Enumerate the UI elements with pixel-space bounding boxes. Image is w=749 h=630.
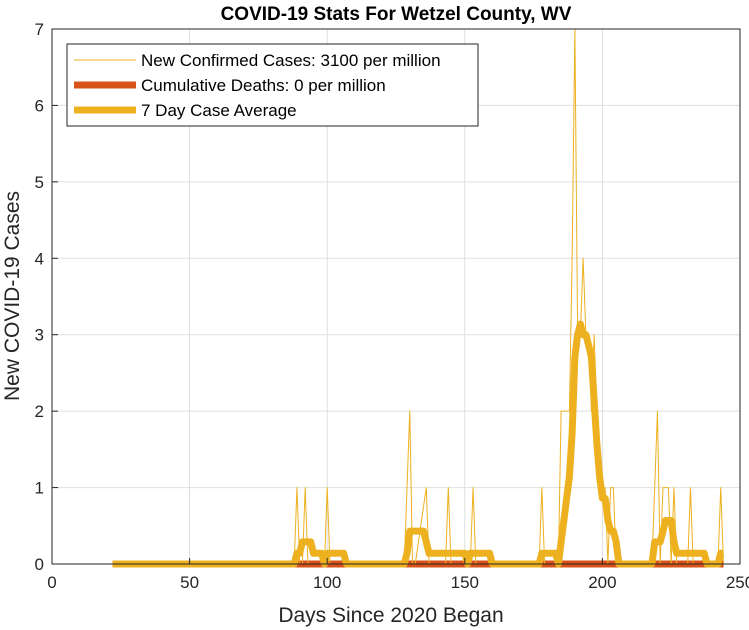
y-tick-label: 1 bbox=[35, 479, 44, 498]
axes-box bbox=[51, 28, 741, 565]
series-line-new-cases bbox=[112, 28, 724, 565]
y-tick-label: 5 bbox=[35, 173, 44, 192]
y-tick-label: 7 bbox=[35, 20, 44, 39]
legend-label-7day-average: 7 Day Case Average bbox=[141, 101, 297, 120]
y-tick-label: 4 bbox=[35, 249, 44, 268]
y-tick-label: 3 bbox=[35, 326, 44, 345]
legend-label-deaths: Cumulative Deaths: 0 per million bbox=[141, 76, 386, 95]
x-tick-label: 250 bbox=[726, 573, 749, 592]
x-tick-label: 200 bbox=[588, 573, 616, 592]
x-tick-label: 150 bbox=[451, 573, 479, 592]
legend-label-new-cases: New Confirmed Cases: 3100 per million bbox=[141, 51, 441, 70]
x-axis-title: Days Since 2020 Began bbox=[278, 604, 503, 627]
legend: New Confirmed Cases: 3100 per million Cu… bbox=[66, 43, 479, 127]
chart-title: COVID-19 Stats For Wetzel County, WV bbox=[221, 4, 572, 25]
x-tick-label: 0 bbox=[47, 573, 56, 592]
x-tick-label: 50 bbox=[180, 573, 199, 592]
y-axis-title: New COVID-19 Cases bbox=[1, 191, 24, 401]
x-tick-label: 100 bbox=[313, 573, 341, 592]
y-tick-label: 6 bbox=[35, 96, 44, 115]
y-tick-label: 2 bbox=[35, 402, 44, 421]
ticks: 0 50 100 150 200 250 0 1 2 3 4 5 6 7 bbox=[35, 20, 749, 592]
y-tick-label: 0 bbox=[35, 555, 44, 574]
